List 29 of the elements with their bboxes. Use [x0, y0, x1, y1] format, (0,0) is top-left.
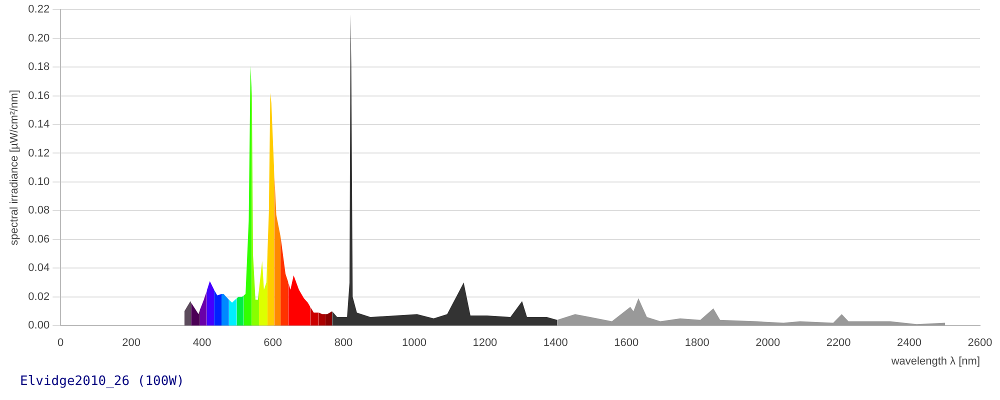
x-tick-label: 200 — [122, 337, 141, 350]
x-tick-label: 600 — [264, 337, 282, 350]
y-tick-label: 0.16 — [28, 90, 50, 102]
y-tick-label: 0.06 — [28, 233, 50, 246]
x-tick-label: 1400 — [543, 337, 568, 350]
x-tick-label: 1600 — [614, 337, 639, 350]
x-tick-label: 1200 — [472, 337, 498, 350]
x-tick-label: 400 — [192, 337, 212, 350]
y-tick-label: 0.18 — [28, 61, 50, 74]
y-tick-label: 0.20 — [28, 32, 50, 44]
text: Elvidge2010_26 (100W) — [20, 374, 184, 389]
y-axis-title: spectral irradiance [µW/cm²/nm] — [8, 90, 21, 246]
y-tick-label: 0.04 — [28, 262, 50, 274]
x-tick-label: 2600 — [968, 337, 992, 350]
x-tick-label: 0 — [58, 337, 64, 350]
x-tick-label: 2200 — [826, 337, 851, 350]
y-tick-label: 0.12 — [28, 147, 50, 160]
x-tick-label: 2000 — [756, 337, 780, 350]
x-tick-label: 2400 — [897, 337, 922, 350]
x-axis-title: wavelength λ [nm] — [890, 355, 980, 368]
y-tick-label: 0.02 — [28, 290, 50, 303]
x-tick-label: 1800 — [684, 337, 710, 350]
y-tick-label: 0.08 — [28, 204, 50, 217]
y-tick-label: 0.00 — [28, 320, 50, 332]
y-tick-label: 0.14 — [28, 118, 50, 131]
y-tick-label: 0.10 — [28, 176, 50, 188]
x-tick-label: 1000 — [402, 337, 426, 350]
y-tick-label: 0.22 — [28, 4, 50, 16]
x-tick-label: 800 — [334, 337, 353, 350]
